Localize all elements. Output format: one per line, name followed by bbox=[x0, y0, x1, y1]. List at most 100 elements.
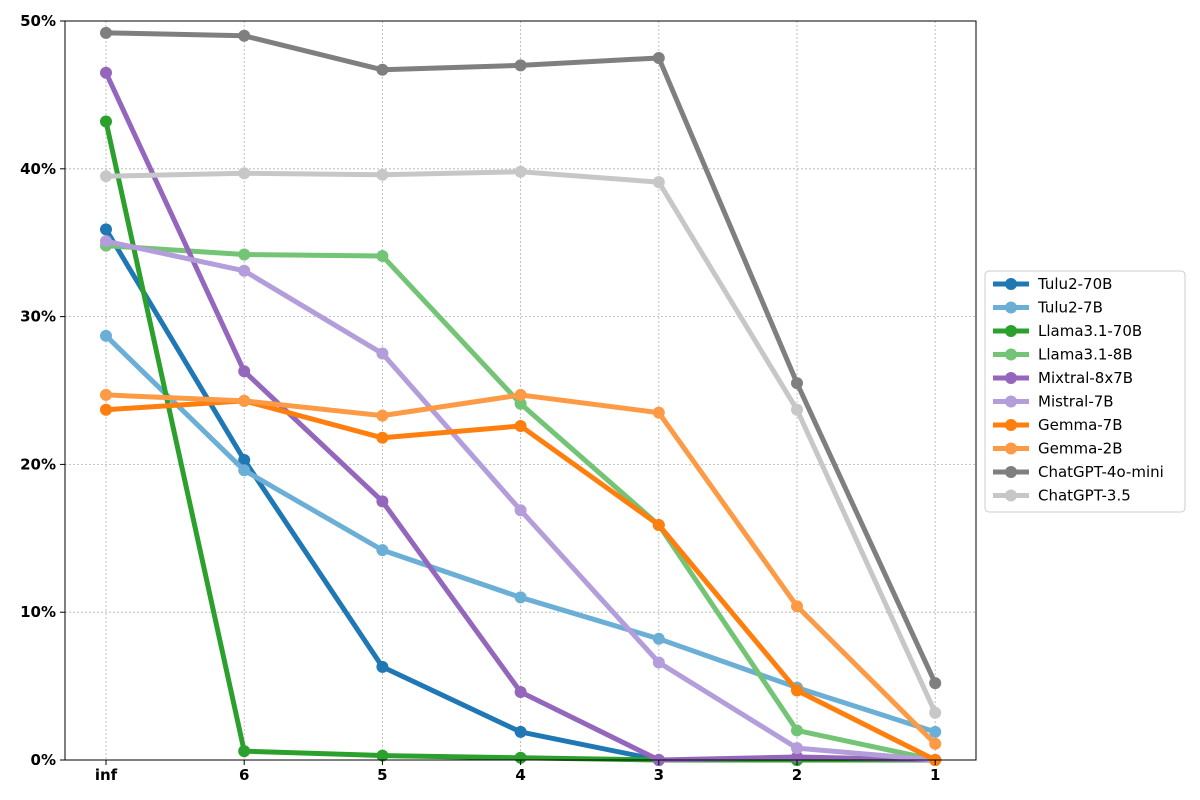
data-point bbox=[100, 170, 112, 183]
legend-label: ChatGPT-4o-mini bbox=[1038, 463, 1164, 481]
data-point bbox=[791, 403, 803, 416]
x-tick-label: 3 bbox=[654, 766, 664, 784]
data-point bbox=[514, 504, 527, 517]
data-point bbox=[514, 165, 527, 178]
data-point bbox=[100, 223, 112, 236]
data-point bbox=[238, 745, 251, 758]
y-tick-label: 30% bbox=[20, 308, 56, 326]
x-tick-label: 5 bbox=[377, 766, 387, 784]
data-point bbox=[376, 63, 389, 76]
data-point bbox=[376, 544, 389, 557]
data-point bbox=[652, 176, 665, 189]
legend-marker bbox=[1005, 278, 1017, 290]
data-point bbox=[376, 409, 389, 422]
legend-marker bbox=[1005, 466, 1017, 478]
data-point bbox=[238, 264, 251, 277]
data-point bbox=[100, 388, 112, 401]
legend: Tulu2-70B Tulu2-7B Llama3.1-70B Llama3.1-8B… bbox=[984, 270, 1186, 513]
legend-item: Gemma-2B bbox=[993, 440, 1123, 458]
data-point bbox=[791, 600, 803, 613]
data-point bbox=[100, 115, 112, 128]
data-point bbox=[791, 377, 803, 390]
y-tick-label: 40% bbox=[20, 160, 56, 178]
data-point bbox=[100, 66, 112, 79]
legend-label: Llama3.1-70B bbox=[1038, 322, 1142, 340]
legend-marker bbox=[1005, 395, 1017, 408]
series-chatgpt-3-5 bbox=[100, 165, 942, 719]
data-point bbox=[652, 656, 665, 669]
data-point bbox=[514, 388, 527, 401]
data-point bbox=[376, 660, 389, 673]
data-point bbox=[514, 397, 527, 410]
data-point bbox=[652, 632, 665, 645]
data-point bbox=[652, 518, 665, 531]
data-point bbox=[514, 751, 527, 764]
legend-label: Llama3.1-8B bbox=[1038, 346, 1133, 364]
data-point bbox=[100, 329, 112, 342]
data-point bbox=[238, 248, 251, 261]
data-point bbox=[929, 706, 942, 719]
data-point bbox=[929, 677, 942, 690]
data-point bbox=[238, 29, 251, 42]
x-tick-label: 2 bbox=[792, 766, 802, 784]
legend-item: Mixtral-8x7B bbox=[993, 369, 1133, 387]
data-point bbox=[929, 725, 942, 738]
data-point bbox=[514, 591, 527, 604]
legend-label: Gemma-7B bbox=[1038, 416, 1123, 434]
data-point bbox=[238, 394, 251, 407]
legend-marker bbox=[1005, 419, 1017, 431]
data-point bbox=[652, 51, 665, 64]
data-point bbox=[376, 168, 389, 181]
data-point bbox=[376, 431, 389, 444]
data-point bbox=[791, 742, 803, 755]
data-point bbox=[791, 684, 803, 697]
legend-item: Tulu2-70B bbox=[993, 275, 1112, 293]
legend-box bbox=[984, 270, 1186, 513]
data-point bbox=[514, 725, 527, 738]
legend-marker bbox=[1005, 325, 1017, 337]
y-tick-label: 20% bbox=[20, 455, 56, 473]
data-point bbox=[238, 453, 251, 466]
data-point bbox=[376, 495, 389, 508]
data-point bbox=[100, 403, 112, 416]
data-point bbox=[100, 26, 112, 39]
data-point bbox=[514, 686, 527, 699]
data-point bbox=[514, 419, 527, 432]
series-chatgpt-4o-mini bbox=[100, 26, 942, 690]
legend-item: Llama3.1-8B bbox=[993, 346, 1133, 364]
y-tick-label: 50% bbox=[20, 12, 56, 30]
y-tick-label: 10% bbox=[20, 603, 56, 621]
legend-marker bbox=[1005, 372, 1017, 384]
legend-label: Gemma-2B bbox=[1038, 440, 1123, 458]
data-point bbox=[652, 406, 665, 419]
data-point bbox=[929, 737, 942, 750]
legend-label: Mistral-7B bbox=[1038, 393, 1114, 411]
x-tick-label: inf bbox=[95, 766, 118, 784]
legend-item: Tulu2-7B bbox=[993, 299, 1103, 317]
axes: inf 6 5 4 3 2 10%10%20%30%40%50% bbox=[20, 12, 940, 784]
data-point bbox=[376, 347, 389, 360]
y-tick-label: 0% bbox=[31, 751, 56, 769]
series-gemma-2b bbox=[100, 388, 942, 750]
data-point bbox=[100, 235, 112, 248]
data-point bbox=[514, 59, 527, 72]
legend-marker bbox=[1005, 348, 1017, 361]
data-point bbox=[376, 749, 389, 762]
data-point bbox=[791, 724, 803, 737]
legend-item: Gemma-7B bbox=[993, 416, 1123, 434]
legend-label: ChatGPT-3.5 bbox=[1038, 487, 1131, 505]
data-point bbox=[376, 250, 389, 263]
legend-label: Mixtral-8x7B bbox=[1038, 369, 1133, 387]
x-tick-label: 4 bbox=[515, 766, 525, 784]
data-point bbox=[238, 365, 251, 378]
legend-marker bbox=[1005, 442, 1017, 455]
data-point bbox=[238, 464, 251, 477]
legend-marker bbox=[1005, 489, 1017, 502]
x-tick-label: 6 bbox=[239, 766, 249, 784]
series-lines bbox=[100, 26, 942, 766]
data-point bbox=[238, 167, 251, 180]
legend-item: ChatGPT-4o-mini bbox=[993, 463, 1164, 481]
legend-marker bbox=[1005, 301, 1017, 314]
x-tick-label: 1 bbox=[930, 766, 940, 784]
